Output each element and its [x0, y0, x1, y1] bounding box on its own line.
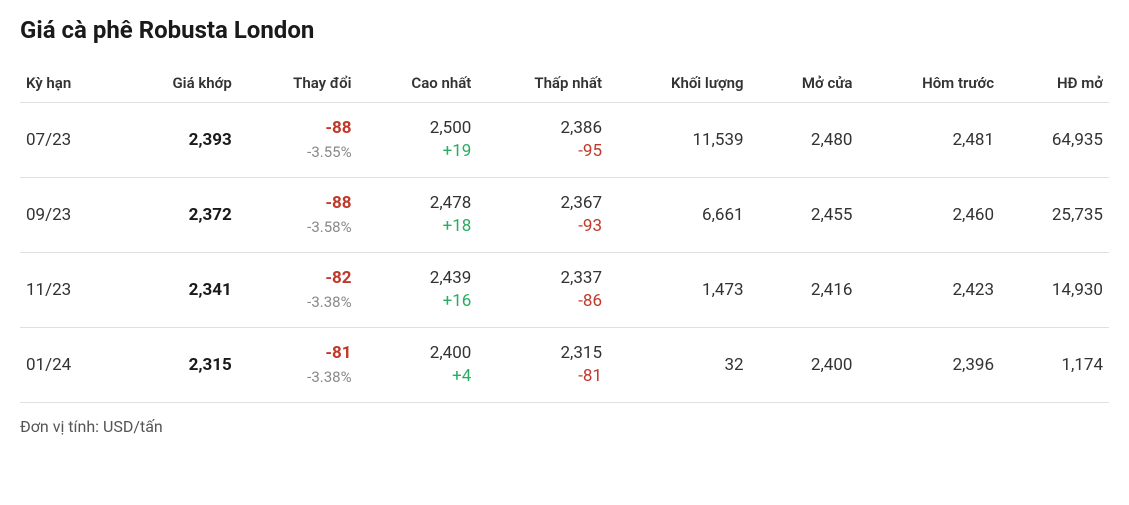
change-pct: -3.55%: [307, 142, 351, 162]
high-val: 2,500: [430, 117, 472, 140]
cell-open: 2,455: [750, 177, 859, 252]
high-delta: +18: [443, 215, 472, 238]
change-abs: -88: [325, 192, 351, 215]
col-open: Mở cửa: [750, 64, 859, 103]
low-delta: -95: [578, 140, 602, 163]
col-oi: HĐ mở: [1000, 64, 1109, 103]
cell-open: 2,480: [750, 103, 859, 178]
cell-change: -82 -3.38%: [238, 252, 358, 327]
low-delta: -86: [578, 290, 602, 313]
cell-term: 09/23: [20, 177, 118, 252]
cell-prev: 2,481: [858, 103, 1000, 178]
cell-oi: 64,935: [1000, 103, 1109, 178]
col-prev: Hôm trước: [858, 64, 1000, 103]
cell-high: 2,439 +16: [358, 252, 478, 327]
cell-high: 2,500 +19: [358, 103, 478, 178]
low-delta: -81: [578, 365, 602, 388]
cell-price: 2,372: [118, 177, 238, 252]
high-delta: +19: [443, 140, 472, 163]
col-high: Cao nhất: [358, 64, 478, 103]
high-val: 2,439: [430, 267, 472, 290]
cell-prev: 2,396: [858, 327, 1000, 402]
cell-open: 2,400: [750, 327, 859, 402]
low-val: 2,337: [560, 267, 602, 290]
cell-low: 2,315 -81: [477, 327, 608, 402]
col-term: Kỳ hạn: [20, 64, 118, 103]
col-low: Thấp nhất: [477, 64, 608, 103]
change-abs: -82: [325, 267, 351, 290]
cell-term: 07/23: [20, 103, 118, 178]
cell-price: 2,341: [118, 252, 238, 327]
cell-price: 2,393: [118, 103, 238, 178]
table-header-row: Kỳ hạn Giá khớp Thay đổi Cao nhất Thấp n…: [20, 64, 1109, 103]
high-val: 2,400: [430, 342, 472, 365]
table-row: 01/24 2,315 -81 -3.38% 2,400 +4 2,315 -8…: [20, 327, 1109, 402]
cell-volume: 6,661: [608, 177, 750, 252]
unit-note: Đơn vị tính: USD/tấn: [20, 417, 1109, 436]
cell-change: -88 -3.58%: [238, 177, 358, 252]
change-pct: -3.38%: [307, 367, 351, 387]
page-title: Giá cà phê Robusta London: [20, 16, 1109, 44]
cell-term: 01/24: [20, 327, 118, 402]
change-pct: -3.58%: [307, 217, 351, 237]
cell-oi: 1,174: [1000, 327, 1109, 402]
cell-low: 2,337 -86: [477, 252, 608, 327]
price-table: Kỳ hạn Giá khớp Thay đổi Cao nhất Thấp n…: [20, 64, 1109, 403]
cell-price: 2,315: [118, 327, 238, 402]
low-val: 2,315: [560, 342, 602, 365]
change-pct: -3.38%: [307, 292, 351, 312]
cell-high: 2,478 +18: [358, 177, 478, 252]
high-delta: +4: [452, 365, 471, 388]
cell-change: -81 -3.38%: [238, 327, 358, 402]
high-val: 2,478: [430, 192, 472, 215]
cell-oi: 25,735: [1000, 177, 1109, 252]
col-change: Thay đổi: [238, 64, 358, 103]
low-val: 2,386: [560, 117, 602, 140]
cell-change: -88 -3.55%: [238, 103, 358, 178]
high-delta: +16: [443, 290, 472, 313]
cell-prev: 2,423: [858, 252, 1000, 327]
low-delta: -93: [578, 215, 602, 238]
cell-volume: 11,539: [608, 103, 750, 178]
table-row: 09/23 2,372 -88 -3.58% 2,478 +18 2,367 -…: [20, 177, 1109, 252]
cell-volume: 32: [608, 327, 750, 402]
cell-open: 2,416: [750, 252, 859, 327]
change-abs: -88: [325, 117, 351, 140]
cell-volume: 1,473: [608, 252, 750, 327]
low-val: 2,367: [560, 192, 602, 215]
table-row: 07/23 2,393 -88 -3.55% 2,500 +19 2,386 -…: [20, 103, 1109, 178]
cell-prev: 2,460: [858, 177, 1000, 252]
cell-oi: 14,930: [1000, 252, 1109, 327]
table-row: 11/23 2,341 -82 -3.38% 2,439 +16 2,337 -…: [20, 252, 1109, 327]
cell-term: 11/23: [20, 252, 118, 327]
col-price: Giá khớp: [118, 64, 238, 103]
cell-high: 2,400 +4: [358, 327, 478, 402]
col-volume: Khối lượng: [608, 64, 750, 103]
change-abs: -81: [325, 342, 351, 365]
table-body: 07/23 2,393 -88 -3.55% 2,500 +19 2,386 -…: [20, 103, 1109, 403]
cell-low: 2,386 -95: [477, 103, 608, 178]
cell-low: 2,367 -93: [477, 177, 608, 252]
